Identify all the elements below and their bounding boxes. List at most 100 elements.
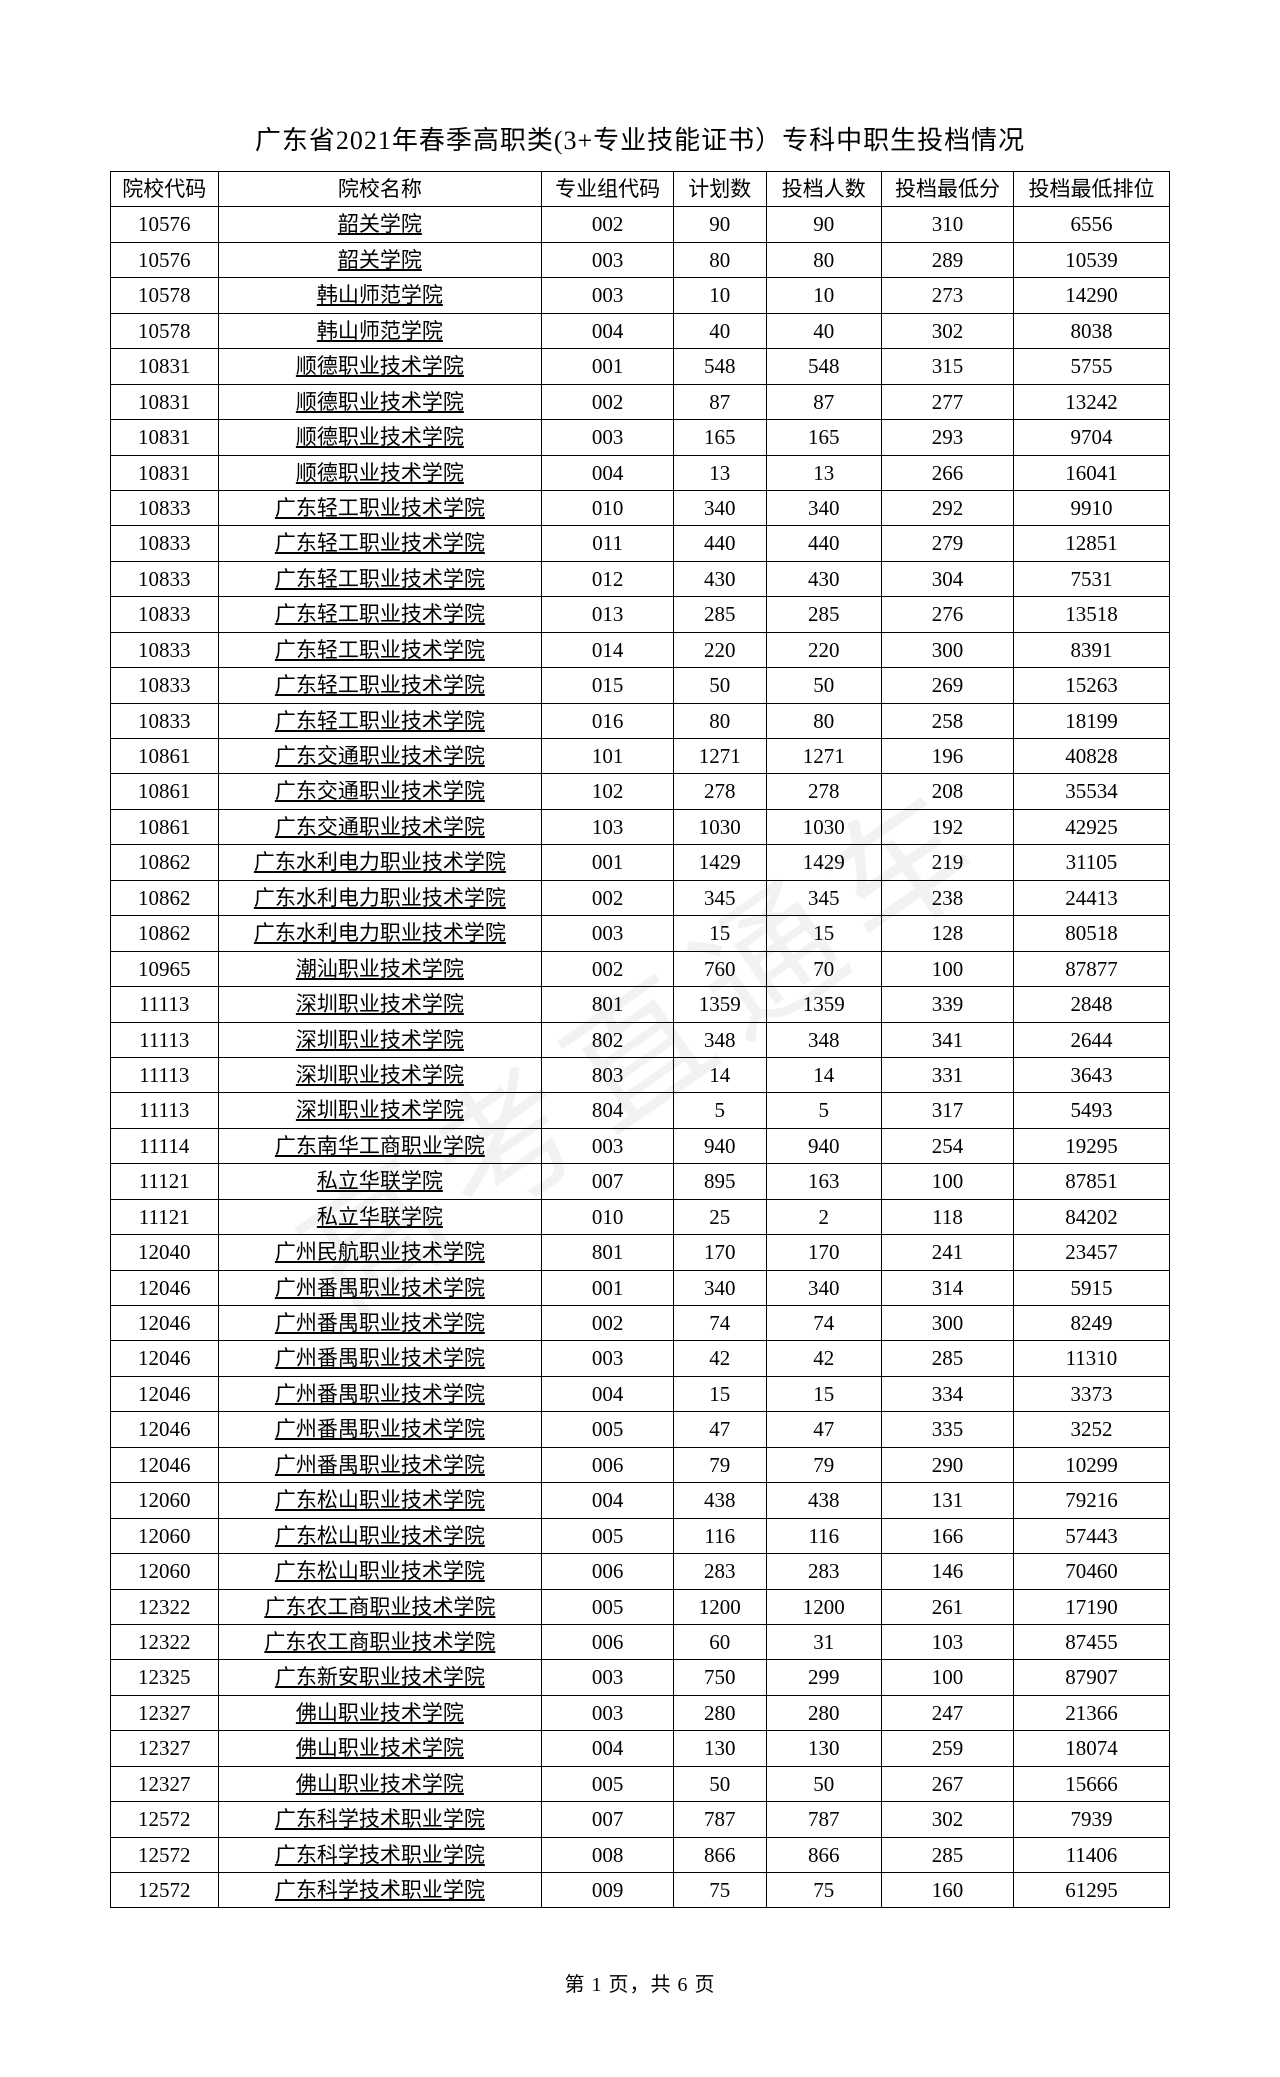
table-cell: 7531 <box>1013 561 1169 596</box>
table-cell: 3643 <box>1013 1057 1169 1092</box>
table-cell: 003 <box>542 420 674 455</box>
table-cell: 75 <box>766 1873 882 1908</box>
table-cell: 80 <box>766 242 882 277</box>
table-cell: 002 <box>542 1306 674 1341</box>
table-cell: 广东轻工职业技术学院 <box>218 703 542 738</box>
table-cell: 12046 <box>111 1270 219 1305</box>
table-cell: 70 <box>766 951 882 986</box>
table-cell: 80 <box>674 703 766 738</box>
table-cell: 12322 <box>111 1589 219 1624</box>
table-cell: 340 <box>766 490 882 525</box>
table-row: 10831顺德职业技术学院0015485483155755 <box>111 349 1170 384</box>
table-cell: 269 <box>882 668 1014 703</box>
table-cell: 004 <box>542 1731 674 1766</box>
table-cell: 335 <box>882 1412 1014 1447</box>
table-cell: 15263 <box>1013 668 1169 703</box>
table-cell: 002 <box>542 951 674 986</box>
table-cell: 11113 <box>111 1057 219 1092</box>
table-cell: 11113 <box>111 1093 219 1128</box>
table-row: 10576韶关学院00290903106556 <box>111 207 1170 242</box>
table-cell: 015 <box>542 668 674 703</box>
table-cell: 1359 <box>766 987 882 1022</box>
table-cell: 10831 <box>111 420 219 455</box>
table-cell: 002 <box>542 384 674 419</box>
table-cell: 25 <box>674 1199 766 1234</box>
table-cell: 131 <box>882 1483 1014 1518</box>
table-cell: 001 <box>542 845 674 880</box>
table-cell: 254 <box>882 1128 1014 1163</box>
table-cell: 012 <box>542 561 674 596</box>
table-cell: 003 <box>542 1128 674 1163</box>
table-cell: 13 <box>766 455 882 490</box>
table-row: 10862广东水利电力职业技术学院003151512880518 <box>111 916 1170 951</box>
col-code: 院校代码 <box>111 172 219 207</box>
table-cell: 韩山师范学院 <box>218 313 542 348</box>
table-cell: 12572 <box>111 1873 219 1908</box>
table-cell: 801 <box>542 1235 674 1270</box>
table-cell: 12046 <box>111 1447 219 1482</box>
table-cell: 广东交通职业技术学院 <box>218 809 542 844</box>
table-cell: 80 <box>766 703 882 738</box>
table-row: 11113深圳职业技术学院80314143313643 <box>111 1057 1170 1092</box>
table-cell: 14290 <box>1013 278 1169 313</box>
table-cell: 47 <box>766 1412 882 1447</box>
table-row: 12046广州番禺职业技术学院00415153343373 <box>111 1376 1170 1411</box>
table-cell: 10965 <box>111 951 219 986</box>
table-cell: 345 <box>766 880 882 915</box>
table-cell: 90 <box>766 207 882 242</box>
table-cell: 24413 <box>1013 880 1169 915</box>
table-cell: 160 <box>882 1873 1014 1908</box>
table-cell: 9910 <box>1013 490 1169 525</box>
table-row: 12325广东新安职业技术学院00375029910087907 <box>111 1660 1170 1695</box>
table-cell: 2 <box>766 1199 882 1234</box>
table-cell: 438 <box>766 1483 882 1518</box>
table-cell: 15 <box>674 916 766 951</box>
table-row: 12060广东松山职业技术学院00443843813179216 <box>111 1483 1170 1518</box>
table-row: 10576韶关学院003808028910539 <box>111 242 1170 277</box>
table-cell: 79 <box>766 1447 882 1482</box>
table-cell: 895 <box>674 1164 766 1199</box>
table-cell: 10833 <box>111 526 219 561</box>
table-cell: 1271 <box>674 739 766 774</box>
table-cell: 940 <box>766 1128 882 1163</box>
table-cell: 267 <box>882 1766 1014 1801</box>
table-cell: 12327 <box>111 1731 219 1766</box>
table-cell: 13 <box>674 455 766 490</box>
table-cell: 003 <box>542 1660 674 1695</box>
table-row: 12060广东松山职业技术学院00628328314670460 <box>111 1554 1170 1589</box>
table-cell: 010 <box>542 490 674 525</box>
table-cell: 102 <box>542 774 674 809</box>
table-cell: 165 <box>766 420 882 455</box>
table-cell: 31 <box>766 1624 882 1659</box>
table-cell: 273 <box>882 278 1014 313</box>
table-cell: 220 <box>674 632 766 667</box>
table-cell: 290 <box>882 1447 1014 1482</box>
table-cell: 顺德职业技术学院 <box>218 455 542 490</box>
table-cell: 315 <box>882 349 1014 384</box>
table-cell: 42 <box>766 1341 882 1376</box>
table-cell: 18199 <box>1013 703 1169 738</box>
table-cell: 278 <box>674 774 766 809</box>
table-cell: 266 <box>882 455 1014 490</box>
table-cell: 57443 <box>1013 1518 1169 1553</box>
table-cell: 11114 <box>111 1128 219 1163</box>
table-cell: 12046 <box>111 1412 219 1447</box>
table-cell: 1429 <box>766 845 882 880</box>
table-cell: 15 <box>766 1376 882 1411</box>
table-cell: 438 <box>674 1483 766 1518</box>
table-cell: 60 <box>674 1624 766 1659</box>
table-cell: 334 <box>882 1376 1014 1411</box>
table-cell: 7939 <box>1013 1802 1169 1837</box>
table-cell: 17190 <box>1013 1589 1169 1624</box>
table-cell: 10539 <box>1013 242 1169 277</box>
table-cell: 002 <box>542 207 674 242</box>
table-row: 11121私立华联学院01025211884202 <box>111 1199 1170 1234</box>
table-cell: 61295 <box>1013 1873 1169 1908</box>
table-cell: 12060 <box>111 1554 219 1589</box>
table-cell: 5 <box>766 1093 882 1128</box>
table-row: 10861广东交通职业技术学院1031030103019242925 <box>111 809 1170 844</box>
table-cell: 005 <box>542 1518 674 1553</box>
table-cell: 341 <box>882 1022 1014 1057</box>
table-cell: 5915 <box>1013 1270 1169 1305</box>
table-cell: 87 <box>674 384 766 419</box>
